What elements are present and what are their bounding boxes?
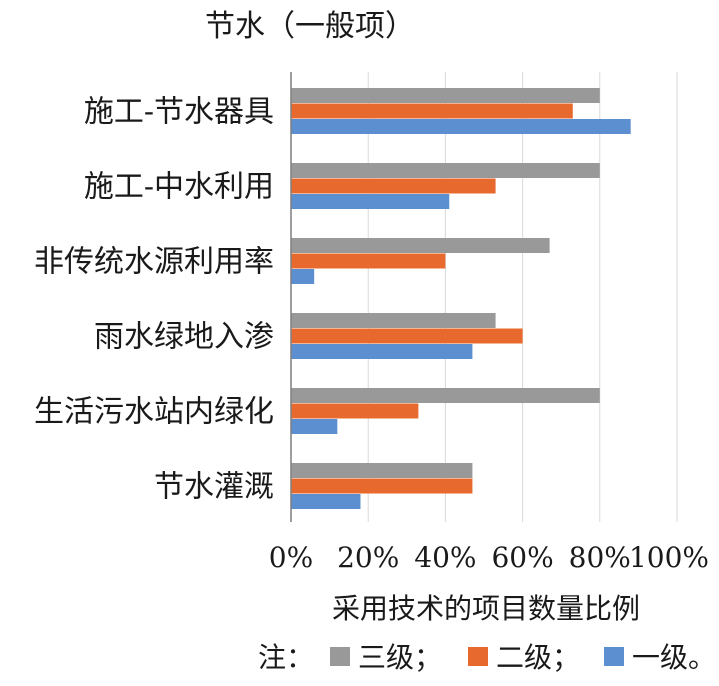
x-tick-label: 80%: [569, 541, 631, 574]
bar-一级-1: [291, 194, 450, 209]
bar-三级-1: [291, 163, 600, 178]
chart-title: 节水（一般项）: [205, 9, 415, 44]
bar-一级-5: [291, 494, 361, 509]
category-label: 施工-节水器具: [84, 94, 274, 129]
bar-二级-1: [291, 178, 496, 194]
bar-一级-0: [291, 119, 631, 134]
bar-二级-3: [291, 328, 523, 344]
bar-三级-5: [291, 463, 473, 478]
legend-swatch-三级: [330, 647, 350, 666]
bar-二级-2: [291, 253, 446, 269]
x-axis-title: 采用技术的项目数量比例: [332, 592, 640, 625]
category-label: 雨水绿地入渗: [94, 319, 274, 354]
category-label: 非传统水源利用率: [34, 244, 274, 279]
legend: 注： 三级； 二级； 一级。: [258, 641, 716, 674]
bar-一级-2: [291, 269, 315, 284]
x-tick-label: 100%: [629, 541, 709, 574]
bar-一级-3: [291, 344, 473, 359]
bar-三级-3: [291, 313, 496, 328]
bar-三级-2: [291, 238, 550, 253]
grid-lines: [367, 72, 678, 522]
category-label: 生活污水站内绿化: [34, 394, 274, 429]
bar-一级-4: [291, 419, 338, 434]
x-tick-label: 20%: [337, 541, 399, 574]
bar-二级-5: [291, 478, 473, 494]
category-label: 节水灌溉: [154, 469, 274, 504]
bars: [291, 88, 631, 509]
legend-label: 一级。: [632, 641, 716, 674]
x-tick-labels: 0% 20% 40% 60% 80%100%: [269, 541, 709, 574]
legend-label: 二级；: [496, 641, 580, 674]
bar-三级-4: [291, 388, 600, 403]
legend-label: 三级；: [358, 641, 442, 674]
x-tick-label: 60%: [491, 541, 553, 574]
category-label: 施工-中水利用: [84, 169, 274, 204]
bar-三级-0: [291, 88, 600, 103]
x-tick-label: 40%: [414, 541, 476, 574]
bar-二级-0: [291, 103, 573, 119]
legend-prefix: 注：: [258, 641, 314, 674]
legend-swatch-一级: [604, 647, 624, 666]
bar-二级-4: [291, 403, 419, 419]
x-tick-label: 0%: [269, 541, 313, 574]
legend-swatch-二级: [468, 647, 488, 666]
